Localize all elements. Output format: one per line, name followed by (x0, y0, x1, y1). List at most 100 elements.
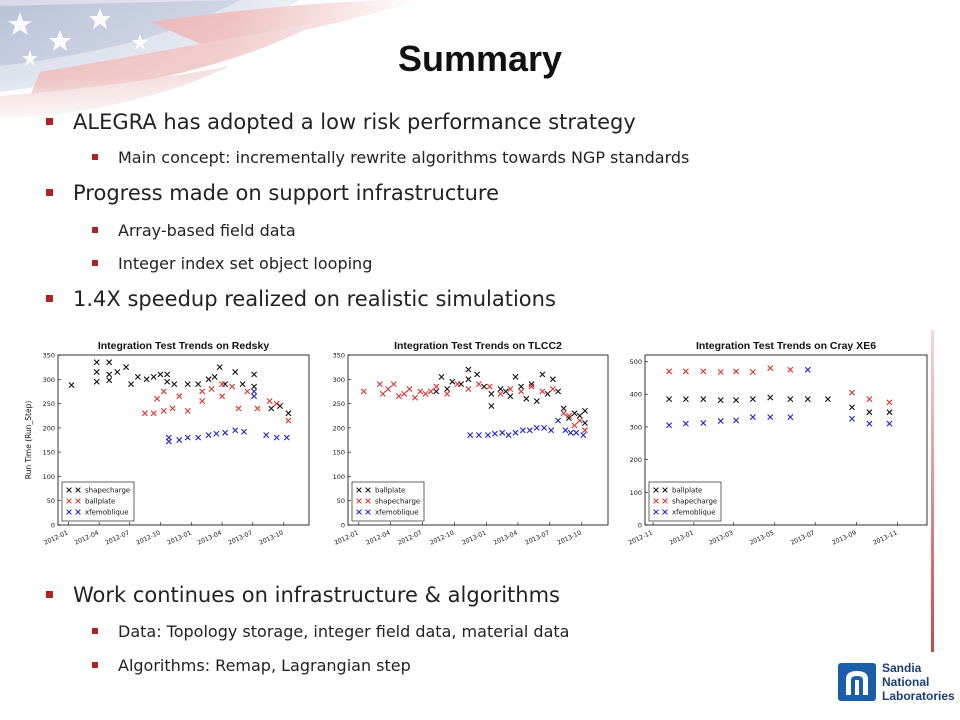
bullet-square-icon (92, 628, 98, 634)
data-point (213, 430, 220, 437)
data-point (666, 368, 673, 375)
data-point (548, 427, 555, 434)
data-point (93, 369, 100, 375)
data-point (232, 427, 239, 434)
data-point (360, 388, 367, 395)
data-point (106, 371, 113, 378)
bullet-text: Algorithms: Remap, Lagrangian step (118, 656, 411, 675)
x-tick-label: 2013-10 (258, 529, 284, 546)
data-point (199, 388, 206, 395)
data-point (700, 396, 707, 403)
bullet-progress-infrastructure: Progress made on support infrastructure (46, 181, 499, 205)
data-point (549, 386, 556, 392)
data-point (379, 390, 386, 397)
data-point (251, 383, 258, 390)
x-tick-label: 2013-09 (831, 529, 857, 546)
x-tick-label: 2013-03 (708, 529, 734, 546)
data-point (376, 381, 383, 388)
legend-marker (75, 487, 81, 493)
data-point (749, 414, 756, 421)
flag-decoration (0, 0, 420, 130)
data-point (285, 410, 292, 417)
chart-title: Integration Test Trends on TLCC2 (394, 340, 562, 352)
data-point (171, 381, 178, 388)
x-tick-label: 2012-01 (43, 529, 69, 546)
data-point (273, 434, 280, 441)
bullet-square-icon (92, 154, 98, 160)
data-point (528, 383, 535, 390)
sandia-thunderbird-icon (838, 663, 876, 701)
legend-marker (365, 487, 371, 493)
x-tick-label: 2012-01 (333, 529, 359, 546)
x-tick-label: 2013-01 (166, 529, 192, 546)
bullet-square-icon (92, 227, 98, 233)
data-point (417, 388, 424, 395)
x-tick-label: 2012-10 (429, 529, 455, 546)
y-tick-label: 200 (333, 424, 345, 432)
x-tick-label: 2012-04 (365, 529, 391, 546)
data-point (581, 407, 588, 414)
data-point (390, 381, 397, 388)
data-point (401, 390, 408, 397)
data-point (682, 368, 689, 375)
bullet-array-field-data: Array-based field data (92, 221, 296, 240)
data-point (134, 373, 141, 380)
data-point (539, 388, 546, 395)
bullet-text: Array-based field data (118, 221, 296, 240)
legend-label: xfemoblique (672, 509, 716, 517)
data-point (541, 424, 548, 431)
data-point (219, 393, 226, 400)
data-point (266, 398, 273, 405)
data-point (533, 424, 540, 431)
data-point (484, 432, 491, 439)
data-point (539, 371, 546, 378)
data-point (560, 410, 567, 417)
data-point (164, 371, 171, 378)
chart-cray-xe6: Integration Test Trends on Cray XE6 0 100 2… (617, 333, 935, 565)
data-point (733, 417, 740, 424)
data-point (555, 388, 562, 395)
data-point (422, 390, 429, 397)
data-point (571, 410, 578, 417)
data-point (544, 390, 551, 397)
legend-marker (356, 487, 362, 493)
data-point (497, 390, 504, 397)
data-point (251, 393, 258, 400)
data-point (481, 383, 488, 390)
red-accent-line (931, 330, 934, 652)
data-point (219, 381, 226, 388)
data-point (562, 427, 569, 434)
data-point (114, 369, 121, 375)
data-point (68, 382, 75, 389)
data-point (512, 429, 519, 436)
y-tick-label: 400 (630, 391, 642, 399)
data-point (195, 434, 202, 441)
bullet-square-icon (46, 118, 53, 125)
sandia-logo: Sandia National Laboratories (838, 660, 955, 706)
data-point (154, 395, 161, 402)
data-point (576, 412, 583, 419)
data-point (848, 415, 855, 422)
legend-label: shapecharge (85, 487, 130, 495)
data-point (700, 368, 707, 375)
data-point (106, 359, 113, 366)
data-point (467, 432, 474, 439)
x-tick-label: 2012-07 (104, 529, 130, 546)
legend-label: ballplate (672, 487, 702, 495)
data-point (222, 429, 229, 436)
data-point (848, 404, 855, 411)
bullet-text: Data: Topology storage, integer field da… (118, 622, 570, 641)
bullet-square-icon (46, 189, 53, 196)
x-tick-label: 2012-07 (397, 529, 423, 546)
data-point (195, 381, 202, 388)
legend-label: shapecharge (672, 498, 717, 506)
bullet-adopted-strategy: ALEGRA has adopted a low risk performanc… (46, 110, 636, 134)
y-tick-label: 350 (333, 352, 345, 360)
data-point (433, 388, 440, 395)
legend-label: ballplate (375, 487, 405, 495)
chart-title: Integration Test Trends on Redsky (98, 340, 269, 352)
x-tick-label: 2012-10 (135, 529, 161, 546)
data-point (150, 373, 157, 380)
data-point (165, 438, 172, 445)
y-tick-label: 250 (333, 400, 345, 408)
